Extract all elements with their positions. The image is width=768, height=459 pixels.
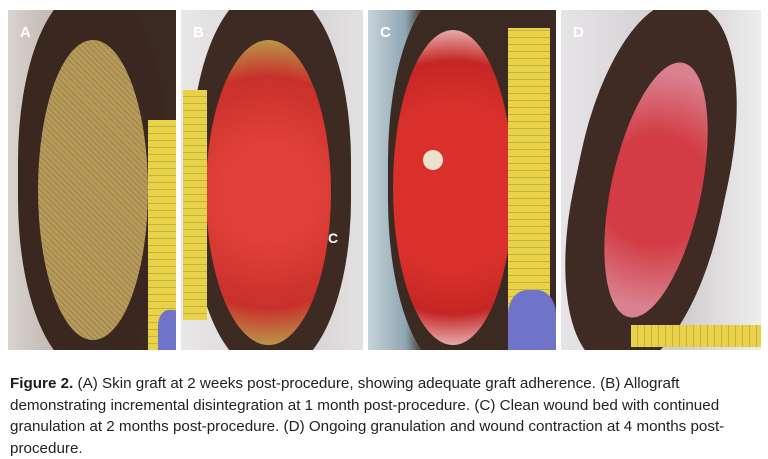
panel-label: A	[20, 24, 31, 41]
figure-caption: Figure 2. (A) Skin graft at 2 weeks post…	[10, 373, 762, 459]
caption-text: (A) Skin graft at 2 weeks post-procedure…	[10, 375, 725, 457]
caption-title: Figure 2.	[10, 375, 74, 393]
panel-label: D	[573, 24, 584, 41]
photo-panel-c: C	[368, 10, 556, 350]
photo-panel-d: D	[561, 10, 761, 350]
photo-panel-b: B C	[181, 10, 363, 350]
panel-inner-label: C	[328, 230, 339, 246]
panel-label: B	[193, 24, 204, 41]
photo-panel-a: A	[8, 10, 176, 350]
panel-label: C	[380, 24, 391, 41]
